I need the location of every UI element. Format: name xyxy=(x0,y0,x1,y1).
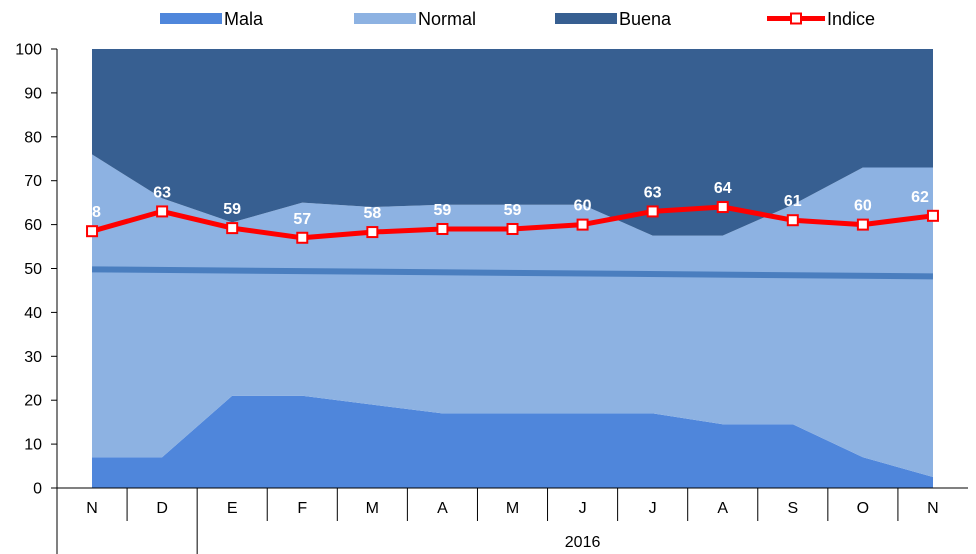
indice-marker xyxy=(86,225,99,238)
indice-marker xyxy=(786,214,799,227)
x-tick-label: M xyxy=(506,500,519,517)
indice-data-label: 57 xyxy=(293,211,311,228)
trend-layer xyxy=(92,266,933,280)
legend-swatch xyxy=(354,13,416,24)
legend-swatch-marker xyxy=(790,12,802,25)
legend-item-indice: Indice xyxy=(767,9,875,29)
x-tick-label: S xyxy=(787,500,798,517)
x-tick-label: A xyxy=(437,500,448,517)
x-tick-label: F xyxy=(297,500,307,517)
legend-label: Indice xyxy=(827,9,875,29)
x-tick-label: D xyxy=(156,500,168,517)
indice-data-label: 62 xyxy=(911,189,929,206)
x-tick-label: J xyxy=(579,500,587,517)
y-tick-label: 40 xyxy=(24,305,42,322)
x-tick-label: N xyxy=(86,500,98,517)
legend-item-normal: Normal xyxy=(354,9,476,29)
legend: Mala Normal Buena Indice xyxy=(160,9,875,29)
indice-data-label: 60 xyxy=(574,198,592,215)
y-tick-label: 50 xyxy=(24,261,42,278)
indice-line-layer xyxy=(86,201,939,244)
y-tick-label: 90 xyxy=(24,85,42,102)
indice-data-label: 58 xyxy=(83,204,101,221)
indice-data-label: 58 xyxy=(363,205,381,222)
x-group-label: 2016 xyxy=(565,534,601,551)
y-tick-label: 100 xyxy=(15,42,42,59)
y-tick-label: 20 xyxy=(24,393,42,410)
x-tick-label: J xyxy=(649,500,657,517)
legend-item-buena: Buena xyxy=(555,9,672,29)
indice-data-label: 64 xyxy=(714,180,732,197)
indice-data-label: 59 xyxy=(504,202,522,219)
legend-label: Mala xyxy=(224,9,264,29)
indice-data-label: 63 xyxy=(644,184,662,201)
y-tick-label: 10 xyxy=(24,437,42,454)
y-tick-label: 0 xyxy=(33,481,42,498)
y-tick-label: 30 xyxy=(24,349,42,366)
y-tick-label: 70 xyxy=(24,173,42,190)
area-mala xyxy=(92,395,933,488)
x-tick-label: N xyxy=(927,500,939,517)
trend-line xyxy=(92,266,933,280)
indice-marker xyxy=(856,218,869,231)
indice-marker xyxy=(366,226,379,239)
indice-marker xyxy=(296,231,309,244)
data-label-layer: 58 63 59 57 58 59 59 60 63 64 61 60 62 xyxy=(83,180,929,228)
indice-marker xyxy=(646,205,659,218)
indice-data-label: 61 xyxy=(784,193,802,210)
indice-data-label: 63 xyxy=(153,184,171,201)
y-tick-label: 60 xyxy=(24,217,42,234)
indice-marker xyxy=(576,218,589,231)
legend-item-mala: Mala xyxy=(160,9,264,29)
x-tick-label: O xyxy=(857,500,869,517)
indice-data-label: 59 xyxy=(434,202,452,219)
x-tick-label: E xyxy=(227,500,238,517)
area-layer xyxy=(92,49,933,488)
area-buena xyxy=(92,49,933,236)
legend-label: Normal xyxy=(418,9,476,29)
indice-marker xyxy=(716,201,729,214)
indice-marker xyxy=(156,205,169,218)
indice-data-label: 59 xyxy=(223,201,241,218)
x-tick-label: A xyxy=(717,500,728,517)
y-tick-label: 80 xyxy=(24,129,42,146)
axis-layer: 0 10 20 30 40 50 60 70 80 90 100 N D E F M A M J J A S O N 2016 xyxy=(15,42,968,554)
legend-swatch xyxy=(555,13,617,24)
indice-marker xyxy=(436,222,449,235)
indice-marker xyxy=(506,222,519,235)
indice-marker xyxy=(226,222,239,235)
indice-marker xyxy=(926,209,939,222)
legend-label: Buena xyxy=(619,9,672,29)
indice-data-label: 60 xyxy=(854,198,872,215)
x-tick-label: M xyxy=(366,500,379,517)
legend-swatch xyxy=(160,13,222,24)
